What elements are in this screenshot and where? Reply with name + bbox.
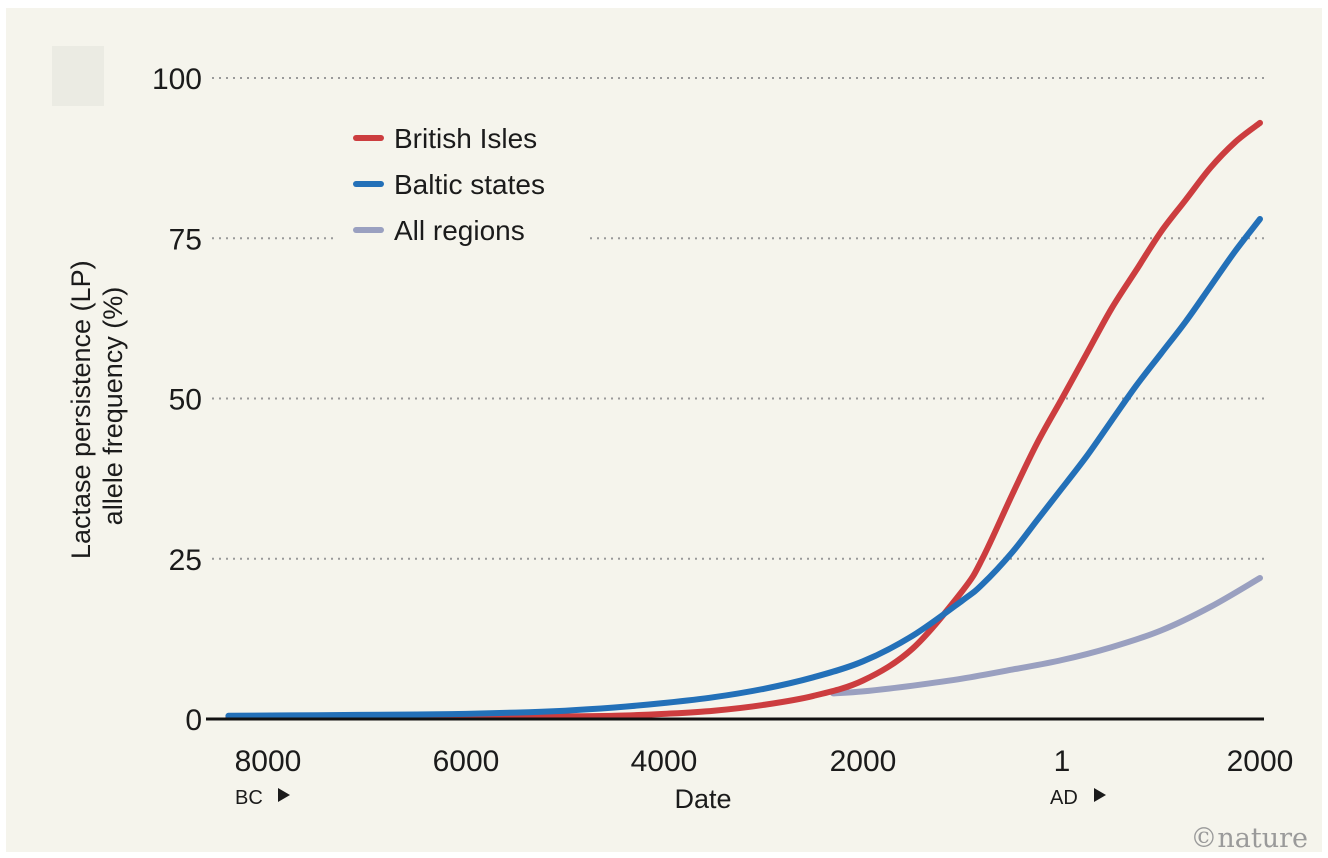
y-axis-label-line-1: Lactase persistence (LP) bbox=[66, 260, 96, 559]
credit-logo: ©nature bbox=[1190, 823, 1308, 852]
corner-decoration bbox=[52, 46, 104, 106]
series-line-baltic-states bbox=[225, 216, 1263, 719]
y-tick-labels: 0 25 50 75 100 bbox=[152, 63, 202, 737]
x-tick-label-3: 2000 bbox=[830, 745, 897, 778]
y-tick-label-100: 100 bbox=[152, 63, 202, 96]
bc-arrow-icon bbox=[278, 788, 290, 802]
legend-label-all-regions: All regions bbox=[394, 215, 525, 246]
ad-arrow-icon bbox=[1094, 788, 1106, 802]
line-chart: 0 25 50 75 100 8000 6000 4000 2000 1 2000 BC AD D… bbox=[52, 46, 1308, 852]
era-label-ad: AD bbox=[1050, 787, 1078, 809]
legend-label-baltic-states: Baltic states bbox=[394, 169, 545, 200]
chart-panel: 0 25 50 75 100 8000 6000 4000 2000 1 2000 BC AD D… bbox=[6, 8, 1322, 852]
legend: British Isles Baltic states All regions bbox=[336, 112, 586, 262]
x-tick-label-1: 6000 bbox=[433, 745, 500, 778]
y-tick-label-0: 0 bbox=[185, 704, 202, 737]
y-tick-label-50: 50 bbox=[169, 384, 202, 417]
y-tick-label-75: 75 bbox=[169, 223, 202, 256]
y-tick-label-25: 25 bbox=[169, 544, 202, 577]
y-axis-label: Lactase persistence (LP) allele frequenc… bbox=[66, 253, 128, 559]
series-line-british-isles bbox=[225, 119, 1263, 721]
x-tick-labels: 8000 6000 4000 2000 1 2000 bbox=[235, 745, 1294, 778]
series-line-all-regions bbox=[830, 575, 1263, 697]
x-tick-label-4: 1 bbox=[1054, 745, 1071, 778]
x-tick-label-2: 4000 bbox=[631, 745, 698, 778]
era-label-bc: BC bbox=[235, 787, 263, 809]
y-axis-label-line-2: allele frequency (%) bbox=[98, 287, 128, 526]
x-tick-label-5: 2000 bbox=[1227, 745, 1294, 778]
legend-label-british-isles: British Isles bbox=[394, 123, 537, 154]
x-axis-label: Date bbox=[674, 784, 731, 814]
series-lines bbox=[225, 119, 1263, 721]
x-tick-label-0: 8000 bbox=[235, 745, 302, 778]
